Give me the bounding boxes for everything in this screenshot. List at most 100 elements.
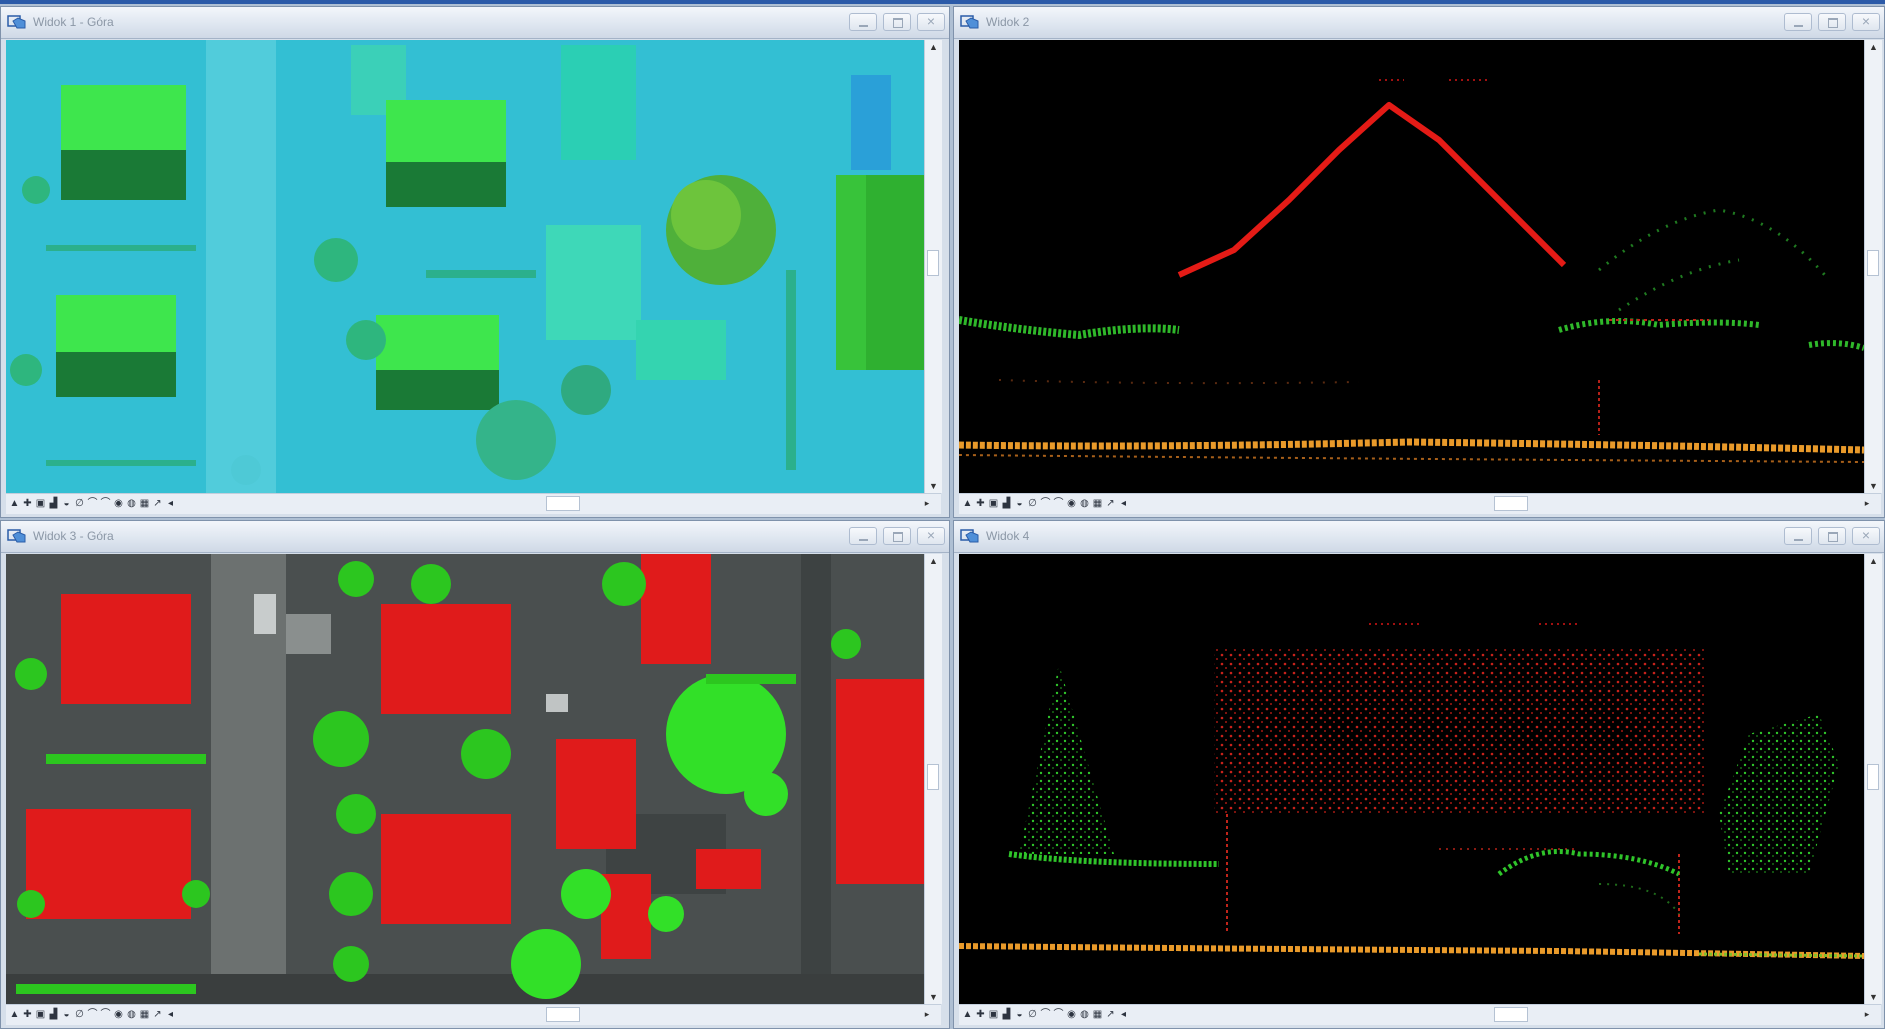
scroll-thumb[interactable] [1867, 250, 1879, 276]
horizontal-scroll-thumb[interactable] [1494, 1007, 1528, 1022]
view-tool-icon[interactable]: ◂ [167, 1009, 174, 1020]
view-tool-icon[interactable]: ↗ [1106, 1009, 1115, 1020]
view-tool-icon[interactable]: ▦ [139, 1009, 150, 1020]
view-window-3[interactable]: Widok 3 - Góra [0, 520, 950, 1029]
view-tool-icon[interactable]: ∅ [75, 498, 84, 509]
scroll-up-arrow[interactable]: ▲ [1869, 42, 1878, 52]
view-tool-icon[interactable]: ◒ [63, 1009, 70, 1020]
view-tool-icon[interactable]: ↗ [153, 1009, 162, 1020]
maximize-button[interactable] [1818, 527, 1846, 545]
view-tool-icon[interactable]: ◉ [1067, 498, 1076, 509]
view-tool-icon[interactable]: ⌒ [87, 1009, 98, 1020]
scroll-right-arrow[interactable]: ▸ [1864, 1009, 1870, 1019]
horizontal-scroll-thumb[interactable] [546, 1007, 580, 1022]
view-tool-icon[interactable]: ✚ [23, 498, 32, 509]
vertical-scrollbar[interactable]: ▲ ▼ [1864, 554, 1882, 1004]
view-tool-icon[interactable]: ✚ [976, 1009, 985, 1020]
scroll-down-arrow[interactable]: ▼ [1869, 481, 1878, 491]
view-tool-icon[interactable]: ◂ [167, 498, 174, 509]
minimize-button[interactable] [849, 13, 877, 31]
view-tool-icon[interactable]: ⌒ [1053, 1009, 1064, 1020]
view-tool-icon[interactable]: ▦ [1092, 498, 1103, 509]
horizontal-scroll-thumb[interactable] [546, 496, 580, 511]
scroll-thumb[interactable] [927, 250, 939, 276]
view-tool-icon[interactable]: ▦ [1092, 1009, 1103, 1020]
view-title-bar[interactable]: Widok 1 - Góra [1, 7, 949, 39]
view-tool-icon[interactable]: ◒ [1016, 498, 1023, 509]
scroll-right-arrow[interactable]: ▸ [1864, 498, 1870, 508]
view-title-bar[interactable]: Widok 2 [954, 7, 1884, 39]
scroll-up-arrow[interactable]: ▲ [929, 556, 938, 566]
view-title-bar[interactable]: Widok 3 - Góra [1, 521, 949, 553]
vertical-scrollbar[interactable]: ▲ ▼ [1864, 40, 1882, 493]
point-cloud-canvas-profile[interactable] [959, 40, 1864, 493]
view-tool-icon[interactable]: ◒ [63, 498, 70, 509]
view-tool-icon[interactable]: ↗ [153, 498, 162, 509]
view-tool-icon[interactable]: ◂ [1120, 1009, 1127, 1020]
point-cloud-canvas-intensity[interactable] [6, 40, 924, 493]
view-tool-icon[interactable]: ▦ [139, 498, 150, 509]
scroll-down-arrow[interactable]: ▼ [929, 481, 938, 491]
view-tool-icon[interactable]: ◉ [114, 1009, 123, 1020]
view-window-2[interactable]: Widok 2 ▲ ▼ ▲ [953, 6, 1885, 518]
maximize-button[interactable] [883, 527, 911, 545]
view-tool-icon[interactable]: ▣ [988, 498, 999, 509]
view-tool-icon[interactable]: ◉ [1067, 1009, 1076, 1020]
view-window-4[interactable]: Widok 4 [953, 520, 1885, 1029]
close-button[interactable] [1852, 13, 1880, 31]
view-tool-icon[interactable]: ⌒ [1040, 1009, 1051, 1020]
view-tool-icon[interactable]: ◒ [1016, 1009, 1023, 1020]
vertical-scrollbar[interactable]: ▲ ▼ [924, 40, 942, 493]
point-cloud-canvas-classified[interactable] [6, 554, 924, 1004]
view-tool-icon[interactable]: ▟ [1002, 1009, 1011, 1020]
view-tool-icon[interactable]: ◍ [127, 498, 136, 509]
view-tool-icon[interactable]: ∅ [75, 1009, 84, 1020]
view-tool-icon[interactable]: ▟ [49, 498, 58, 509]
minimize-button[interactable] [1784, 13, 1812, 31]
view-tool-icon[interactable]: ∅ [1028, 1009, 1037, 1020]
view-tool-icon[interactable]: ▲ [962, 498, 973, 509]
scroll-down-arrow[interactable]: ▼ [1869, 992, 1878, 1002]
view-tool-icon[interactable]: ⌒ [1040, 498, 1051, 509]
view-tool-icon[interactable]: ⌒ [1053, 498, 1064, 509]
view-tool-icon[interactable]: ◍ [1080, 1009, 1089, 1020]
minimize-button[interactable] [1784, 527, 1812, 545]
view-tool-icon[interactable]: ▲ [9, 1009, 20, 1020]
scroll-up-arrow[interactable]: ▲ [929, 42, 938, 52]
scroll-down-arrow[interactable]: ▼ [929, 992, 938, 1002]
view-tool-icon[interactable]: ⌒ [100, 498, 111, 509]
scroll-right-arrow[interactable]: ▸ [924, 1009, 930, 1019]
view-tool-icon[interactable]: ⌒ [100, 1009, 111, 1020]
view-title-bar[interactable]: Widok 4 [954, 521, 1884, 553]
maximize-button[interactable] [1818, 13, 1846, 31]
view-tool-icon[interactable]: ✚ [976, 498, 985, 509]
scroll-thumb[interactable] [1867, 764, 1879, 790]
view-tool-icon[interactable]: ▣ [35, 1009, 46, 1020]
view-tool-icon[interactable]: ▣ [35, 498, 46, 509]
close-button[interactable] [917, 527, 945, 545]
view-tool-icon[interactable]: ▲ [9, 498, 20, 509]
close-button[interactable] [917, 13, 945, 31]
view-tool-icon[interactable]: ▣ [988, 1009, 999, 1020]
view-tool-icon[interactable]: ◂ [1120, 498, 1127, 509]
view-tool-icon[interactable]: ∅ [1028, 498, 1037, 509]
vertical-scrollbar[interactable]: ▲ ▼ [924, 554, 942, 1004]
horizontal-scroll-thumb[interactable] [1494, 496, 1528, 511]
view-tool-icon[interactable]: ✚ [23, 1009, 32, 1020]
view-tool-icon[interactable]: ⌒ [87, 498, 98, 509]
close-button[interactable] [1852, 527, 1880, 545]
view-tool-icon[interactable]: ▟ [1002, 498, 1011, 509]
view-tool-icon[interactable]: ↗ [1106, 498, 1115, 509]
view-tool-icon[interactable]: ▲ [962, 1009, 973, 1020]
scroll-thumb[interactable] [927, 764, 939, 790]
minimize-button[interactable] [849, 527, 877, 545]
view-tool-icon[interactable]: ◍ [1080, 498, 1089, 509]
maximize-button[interactable] [883, 13, 911, 31]
view-tool-icon[interactable]: ▟ [49, 1009, 58, 1020]
scroll-right-arrow[interactable]: ▸ [924, 498, 930, 508]
view-tool-icon[interactable]: ◉ [114, 498, 123, 509]
view-tool-icon[interactable]: ◍ [127, 1009, 136, 1020]
view-window-1[interactable]: Widok 1 - Góra [0, 6, 950, 518]
scroll-up-arrow[interactable]: ▲ [1869, 556, 1878, 566]
point-cloud-canvas-elevation[interactable] [959, 554, 1864, 1004]
